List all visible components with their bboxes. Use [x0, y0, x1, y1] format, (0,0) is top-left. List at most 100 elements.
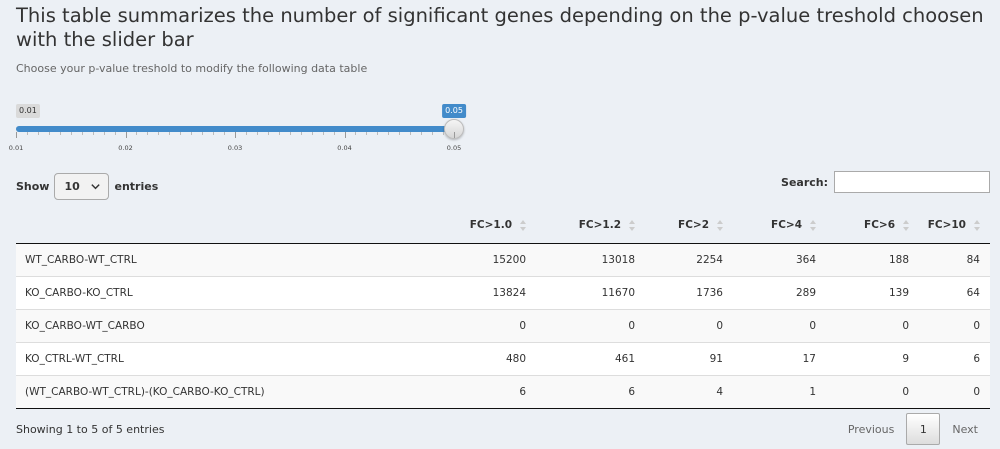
search-input[interactable]	[834, 171, 990, 193]
column-header-name[interactable]	[16, 208, 436, 244]
count-cell: 13018	[601, 253, 635, 266]
slider-major-tick	[344, 132, 346, 138]
slider-minor-tick	[355, 132, 357, 135]
slider-value-label: 0.05	[442, 104, 466, 118]
entries-label: entries	[114, 180, 159, 193]
slider-major-tick	[125, 132, 127, 138]
pvalue-slider[interactable]: 0.01 0.05 0.01 0.02 0.03 0.04 0.05	[9, 100, 476, 160]
count-cell: 2254	[696, 253, 723, 266]
search-label: Search:	[781, 175, 828, 189]
count-cell: 1	[733, 374, 826, 409]
sort-icon	[520, 220, 526, 231]
table-header-row: FC>1.0 FC>1.2 FC>2 FC>4 FC>6 FC>10	[16, 208, 990, 244]
slider-minor-tick	[103, 132, 105, 135]
count-cell: 139	[826, 275, 919, 309]
slider-minor-tick	[26, 132, 28, 135]
table-info: Showing 1 to 5 of 5 entries	[16, 423, 165, 436]
slider-minor-tick	[300, 132, 302, 135]
slider-minor-tick	[366, 132, 368, 135]
count-cell: 84	[966, 253, 980, 266]
previous-button[interactable]: Previous	[847, 422, 895, 436]
count-cell: 91	[645, 341, 733, 375]
count-cell: 11670	[536, 275, 645, 309]
slider-minor-tick	[81, 132, 83, 135]
slider-minor-tick	[224, 132, 226, 135]
slider-major-tick	[16, 132, 17, 138]
row-label-cell: WT_CARBO-WT_CTRL	[25, 253, 137, 266]
slider-minor-tick	[114, 132, 116, 135]
column-header[interactable]: FC>1.0	[436, 208, 536, 244]
slider-minor-tick	[180, 132, 182, 135]
table-row: KO_CARBO-WT_CARBO 0 0 0 0 0 0	[16, 308, 990, 342]
slider-minor-tick	[213, 132, 215, 135]
slider-minor-tick	[169, 132, 171, 135]
show-label: Show	[16, 180, 50, 193]
slider-minor-tick	[278, 132, 280, 135]
slider-minor-tick	[388, 132, 390, 135]
count-cell: 6	[919, 341, 990, 375]
column-header[interactable]: FC>1.2	[536, 208, 645, 244]
table-row: KO_CARBO-KO_CTRL 13824 11670 1736 289 139 64	[16, 275, 990, 309]
count-cell: 15200	[492, 253, 526, 266]
slider-major-tick	[454, 132, 455, 138]
count-cell: 480	[436, 341, 536, 375]
count-cell: 13824	[436, 275, 536, 309]
count-cell: 1736	[645, 275, 733, 309]
pagination: Previous 1 Next	[836, 413, 990, 445]
page-length-select[interactable]: 10	[54, 173, 110, 200]
slider-major-tick	[235, 132, 236, 138]
slider-tick-label: 0.04	[337, 144, 352, 152]
table-body: WT_CARBO-WT_CTRL 15200 13018 2254 364 188 84 KO…	[16, 243, 990, 409]
column-header-label: FC>10	[927, 219, 966, 232]
slider-tick-label: 0.01	[8, 144, 24, 152]
page-title: This table summarizes the number of sign…	[16, 4, 984, 51]
sort-icon	[974, 220, 980, 231]
count-cell: 6	[436, 374, 536, 409]
slider-minor-tick	[311, 132, 313, 135]
slider-minor-tick	[70, 132, 72, 135]
count-cell: 17	[733, 341, 826, 375]
slider-minor-tick	[256, 132, 258, 135]
page-1-button[interactable]: 1	[906, 413, 941, 445]
count-cell: 9	[826, 341, 919, 375]
table-row: KO_CTRL-WT_CTRL 480 461 91 17 9 6	[16, 341, 990, 375]
count-cell: 289	[733, 275, 826, 309]
count-cell: 64	[919, 275, 990, 309]
slider-track[interactable]	[16, 126, 454, 132]
slider-minor-tick	[136, 132, 138, 135]
slider-minor-tick	[322, 132, 324, 135]
table-search: Search:	[781, 171, 990, 193]
count-cell: 188	[888, 253, 909, 266]
row-label-cell: KO_CTRL-WT_CTRL	[16, 341, 436, 375]
column-header[interactable]: FC>2	[645, 208, 733, 244]
slider-minor-tick	[147, 132, 149, 135]
count-cell: 461	[536, 341, 645, 375]
next-button[interactable]: Next	[952, 422, 978, 436]
slider-minor-tick	[37, 132, 39, 135]
column-header[interactable]: FC>4	[733, 208, 826, 244]
sort-icon	[903, 220, 909, 231]
slider-instructions: Choose your p-value treshold to modify t…	[16, 62, 368, 75]
slider-fill	[16, 126, 454, 132]
column-header-label: FC>2	[678, 219, 709, 232]
count-cell: 0	[826, 374, 919, 409]
column-header[interactable]: FC>6	[826, 208, 919, 244]
count-cell: 364	[795, 253, 816, 266]
slider-minor-tick	[202, 132, 204, 135]
slider-minor-tick	[399, 132, 401, 135]
slider-minor-tick	[443, 132, 445, 135]
slider-handle[interactable]	[444, 119, 464, 139]
count-cell: 0	[919, 374, 990, 409]
count-cell: 0	[436, 308, 536, 342]
sort-icon	[717, 220, 723, 231]
significant-genes-table: FC>1.0 FC>1.2 FC>2 FC>4 FC>6 FC>10 WT_CARBO-W…	[16, 208, 990, 409]
slider-minor-tick	[158, 132, 160, 135]
slider-minor-tick	[333, 132, 335, 135]
slider-minor-tick	[48, 132, 50, 135]
count-cell: 0	[919, 308, 990, 342]
slider-minor-tick	[410, 132, 412, 135]
slider-minor-tick	[191, 132, 193, 135]
column-header[interactable]: FC>10	[919, 208, 990, 244]
column-header-label: FC>4	[771, 219, 802, 232]
slider-tick-label: 0.05	[446, 144, 462, 152]
